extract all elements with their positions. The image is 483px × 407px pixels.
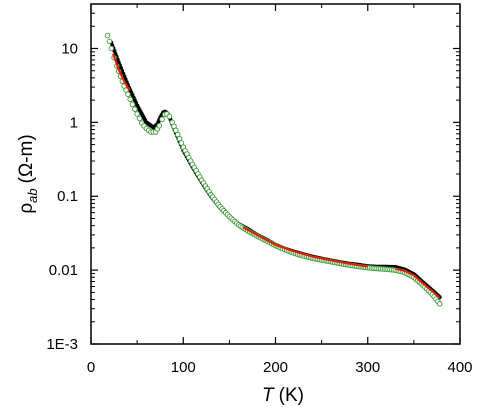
data-point-open [156, 122, 163, 129]
data-point-open [108, 45, 115, 52]
data-point-open [166, 113, 173, 120]
y-tick-label: 1 [70, 114, 78, 131]
x-axis-label: T (K) [262, 385, 304, 406]
x-axis-unit: (K) [279, 385, 304, 406]
x-tick-label: 0 [87, 359, 95, 376]
ticks-layer: 0 100 200 300 400 1E-3 0.01 0.1 1 10 [46, 4, 473, 376]
y-axis-subscript: ab [25, 188, 40, 202]
plot-frame [90, 3, 461, 345]
data-layer [104, 32, 443, 307]
fit-line [112, 53, 131, 92]
x-axis-symbol: T [262, 385, 275, 406]
x-tick-label: 200 [263, 359, 288, 376]
x-tick-label: 300 [355, 359, 380, 376]
data-point-open [106, 38, 113, 45]
data-point-open [436, 301, 443, 307]
y-axis-unit: (Ω-m) [16, 134, 37, 183]
data-point-open [127, 96, 133, 103]
data-point-open [136, 115, 143, 122]
y-tick-label: 10 [61, 40, 78, 57]
data-point-open [129, 101, 136, 108]
y-axis-label: ρab (Ω-m) [16, 134, 40, 213]
fit-line [395, 267, 441, 299]
x-tick-label: 100 [171, 359, 196, 376]
data-point-open [104, 32, 111, 39]
data-point-open [125, 91, 131, 98]
data-point-open [132, 106, 138, 112]
y-tick-label: 0.01 [49, 262, 78, 279]
x-tick-label: 400 [447, 359, 472, 376]
y-axis-symbol: ρ [16, 203, 37, 214]
y-tick-label: 0.1 [57, 188, 78, 205]
data-point-open [134, 111, 140, 117]
fit-line [242, 226, 368, 268]
data-point-open [159, 116, 165, 123]
y-tick-label: 1E-3 [46, 336, 78, 353]
